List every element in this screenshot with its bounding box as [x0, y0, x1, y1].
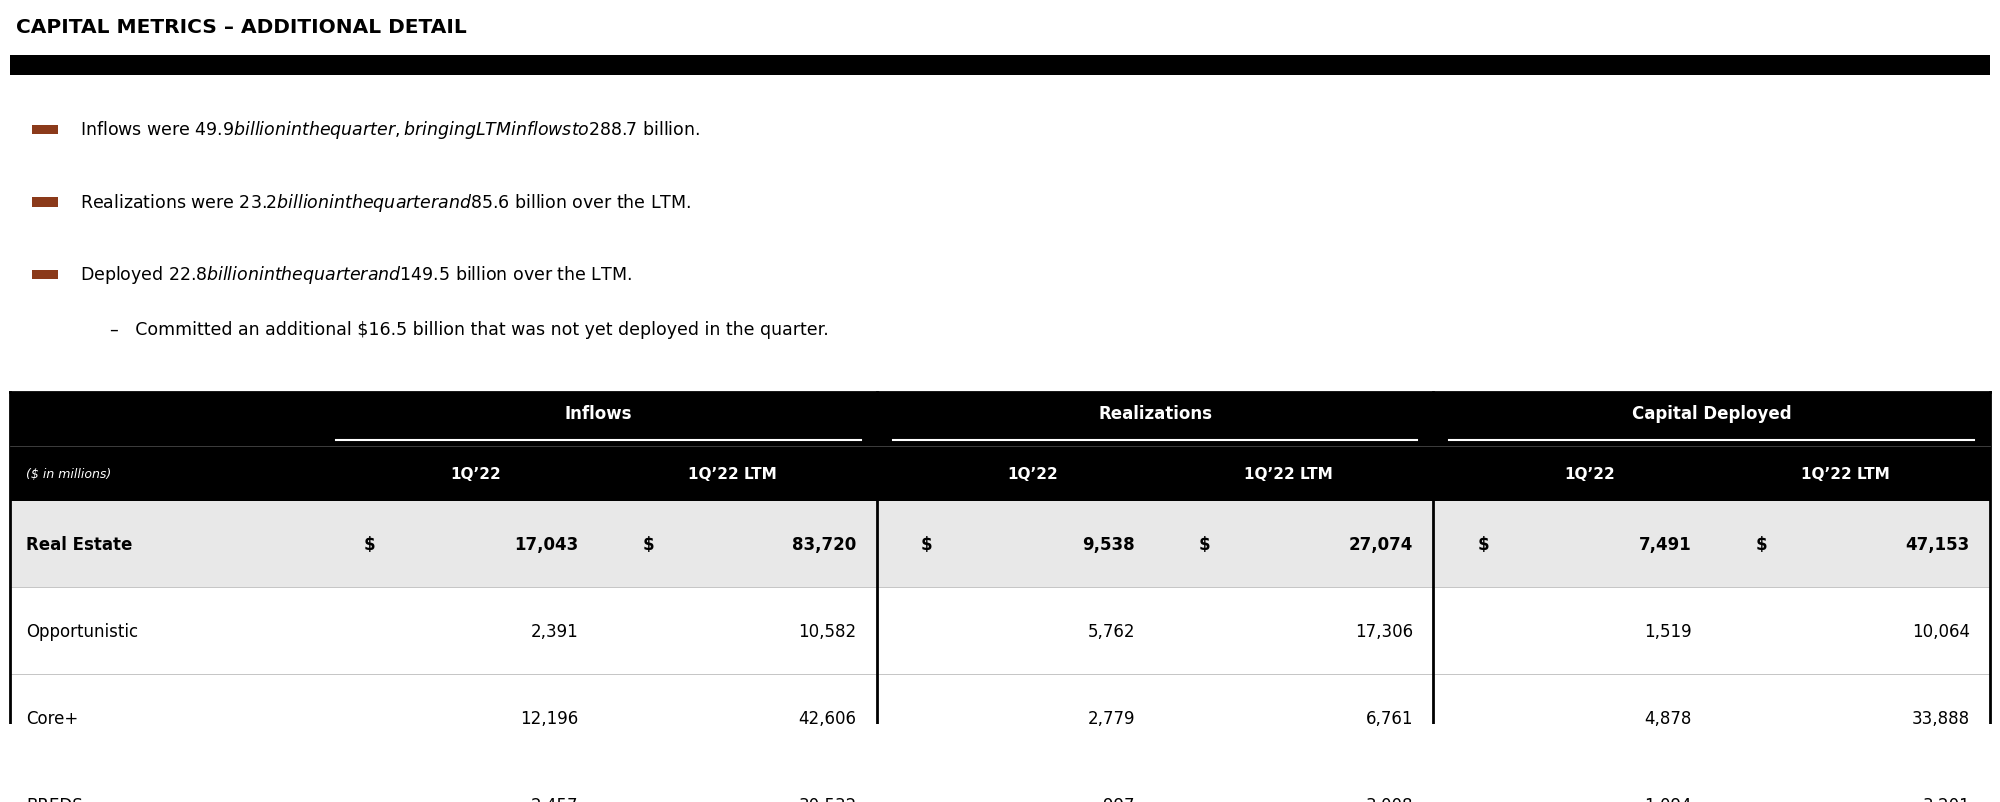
Text: 1Q’22: 1Q’22 — [450, 466, 502, 481]
Text: 997: 997 — [1104, 796, 1136, 802]
Text: $: $ — [364, 536, 376, 553]
Text: 83,720: 83,720 — [792, 536, 856, 553]
FancyBboxPatch shape — [32, 198, 58, 208]
Text: 1Q’22: 1Q’22 — [1008, 466, 1058, 481]
Text: 9,538: 9,538 — [1082, 536, 1136, 553]
Text: CAPITAL METRICS – ADDITIONAL DETAIL: CAPITAL METRICS – ADDITIONAL DETAIL — [16, 18, 466, 37]
Text: 3,201: 3,201 — [1922, 796, 1970, 802]
Text: 1,519: 1,519 — [1644, 622, 1692, 640]
Text: 47,153: 47,153 — [1906, 536, 1970, 553]
Text: 1Q’22 LTM: 1Q’22 LTM — [1800, 466, 1890, 481]
Text: 12,196: 12,196 — [520, 709, 578, 727]
Text: 7,491: 7,491 — [1638, 536, 1692, 553]
Text: 10,064: 10,064 — [1912, 622, 1970, 640]
Text: 27,074: 27,074 — [1348, 536, 1414, 553]
Text: 42,606: 42,606 — [798, 709, 856, 727]
Text: $: $ — [642, 536, 654, 553]
Text: 10,582: 10,582 — [798, 622, 856, 640]
Text: 2,457: 2,457 — [530, 796, 578, 802]
Text: Realizations: Realizations — [1098, 405, 1212, 423]
Text: 30,532: 30,532 — [798, 796, 856, 802]
FancyBboxPatch shape — [10, 761, 1990, 802]
Text: Inflows: Inflows — [564, 405, 632, 423]
Text: 1,094: 1,094 — [1644, 796, 1692, 802]
FancyBboxPatch shape — [32, 270, 58, 280]
Text: Realizations were $23.2 billion in the quarter and $85.6 billion over the LTM.: Realizations were $23.2 billion in the q… — [80, 192, 692, 213]
FancyBboxPatch shape — [10, 392, 1990, 447]
Text: Real Estate: Real Estate — [26, 536, 132, 553]
Text: 2,779: 2,779 — [1088, 709, 1136, 727]
Text: 1Q’22 LTM: 1Q’22 LTM — [688, 466, 776, 481]
Text: $: $ — [1478, 536, 1488, 553]
Text: 6,761: 6,761 — [1366, 709, 1414, 727]
Text: Inflows were $49.9 billion in the quarter, bringing LTM inflows to $288.7 billio: Inflows were $49.9 billion in the quarte… — [80, 119, 700, 141]
FancyBboxPatch shape — [32, 126, 58, 135]
Text: 33,888: 33,888 — [1912, 709, 1970, 727]
Text: ($ in millions): ($ in millions) — [26, 468, 112, 480]
Text: 17,306: 17,306 — [1356, 622, 1414, 640]
Text: $: $ — [1200, 536, 1210, 553]
Text: 2,391: 2,391 — [530, 622, 578, 640]
Text: 3,008: 3,008 — [1366, 796, 1414, 802]
Text: Core+: Core+ — [26, 709, 78, 727]
FancyBboxPatch shape — [10, 447, 1990, 501]
Text: 1Q’22: 1Q’22 — [1564, 466, 1614, 481]
FancyBboxPatch shape — [10, 588, 1990, 674]
Text: Capital Deployed: Capital Deployed — [1632, 405, 1792, 423]
Text: 1Q’22 LTM: 1Q’22 LTM — [1244, 466, 1332, 481]
Text: Opportunistic: Opportunistic — [26, 622, 138, 640]
Text: Deployed $22.8 billion in the quarter and $149.5 billion over the LTM.: Deployed $22.8 billion in the quarter an… — [80, 264, 632, 286]
FancyBboxPatch shape — [10, 55, 1990, 76]
Text: 5,762: 5,762 — [1088, 622, 1136, 640]
Text: $: $ — [1756, 536, 1768, 553]
FancyBboxPatch shape — [10, 674, 1990, 761]
Text: BREDS: BREDS — [26, 796, 82, 802]
Text: –   Committed an additional $16.5 billion that was not yet deployed in the quart: – Committed an additional $16.5 billion … — [110, 320, 828, 338]
FancyBboxPatch shape — [10, 501, 1990, 588]
Text: 17,043: 17,043 — [514, 536, 578, 553]
Text: $: $ — [920, 536, 932, 553]
Text: 4,878: 4,878 — [1644, 709, 1692, 727]
